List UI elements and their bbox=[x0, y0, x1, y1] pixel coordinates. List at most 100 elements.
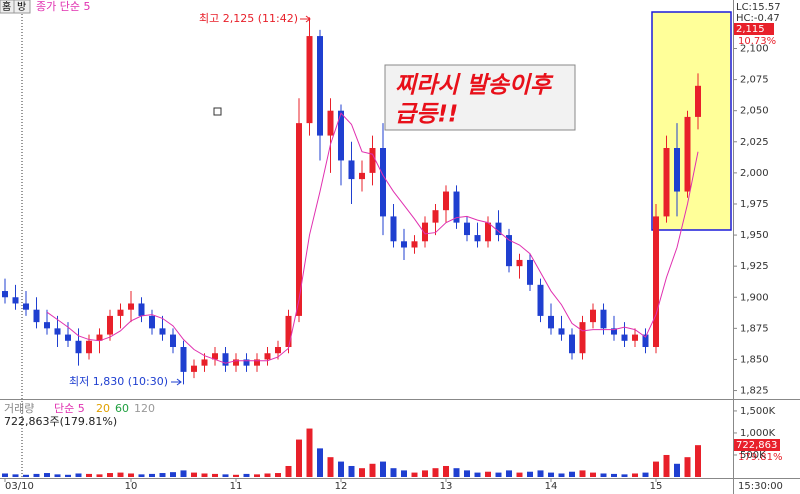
volume-bar bbox=[180, 470, 187, 477]
volume-bar bbox=[306, 428, 313, 477]
candle-body bbox=[495, 222, 502, 236]
volume-bar bbox=[464, 470, 470, 477]
candle-body bbox=[306, 36, 313, 124]
candle-body bbox=[558, 328, 565, 335]
volume-bar bbox=[569, 471, 575, 477]
x-tick-label: 13 bbox=[440, 481, 453, 492]
volume-bar bbox=[107, 473, 113, 477]
volume-bar bbox=[369, 463, 376, 477]
candle-body bbox=[243, 359, 250, 366]
arrow bbox=[171, 378, 182, 386]
volume-bar bbox=[600, 473, 607, 477]
callout-text: 급등!! bbox=[395, 102, 458, 128]
candle-body bbox=[75, 340, 82, 354]
volume-bar bbox=[695, 445, 701, 477]
volume-bar bbox=[44, 473, 50, 477]
volume-bar bbox=[54, 474, 61, 477]
y-tick-label: 1,925 bbox=[740, 261, 769, 272]
volume-bar bbox=[453, 468, 460, 477]
volume-bar bbox=[275, 473, 281, 477]
volume-bar bbox=[611, 473, 617, 477]
price-badge bbox=[734, 23, 774, 35]
candle-body bbox=[653, 216, 659, 348]
volume-bar bbox=[474, 472, 481, 477]
y-tick-label: 2,000 bbox=[740, 168, 769, 179]
change-label: 10.73% bbox=[738, 36, 776, 47]
candle-body bbox=[107, 315, 113, 335]
candle-body bbox=[54, 328, 61, 335]
volume-bar bbox=[548, 472, 554, 477]
candle-body bbox=[86, 340, 92, 354]
volume-bar bbox=[338, 461, 344, 477]
legend-entry: 60 bbox=[115, 402, 129, 415]
volume-bar bbox=[632, 473, 638, 477]
candle-body bbox=[380, 148, 386, 217]
tab-label[interactable]: 방 bbox=[17, 1, 26, 13]
candle-body bbox=[33, 309, 40, 323]
candle-body bbox=[128, 303, 134, 310]
volume-bar bbox=[243, 473, 250, 477]
candle-body bbox=[317, 36, 323, 136]
candle-body bbox=[642, 334, 649, 348]
volume-bar bbox=[201, 473, 208, 477]
candle-body bbox=[674, 148, 680, 192]
candle-body bbox=[611, 328, 617, 335]
y-tick-label: 2,075 bbox=[740, 75, 769, 86]
candle-body bbox=[516, 259, 523, 267]
candle-body bbox=[359, 172, 365, 180]
candle-body bbox=[159, 328, 166, 335]
candle-body bbox=[569, 334, 575, 354]
candle-body bbox=[548, 315, 554, 329]
volume-bar bbox=[23, 474, 29, 477]
candle-body bbox=[65, 334, 71, 341]
volume-bar bbox=[128, 473, 134, 477]
y-tick-label: 2,050 bbox=[740, 106, 769, 117]
volume-bar bbox=[443, 465, 449, 477]
volume-bar bbox=[359, 468, 365, 477]
candle-body bbox=[96, 334, 103, 341]
y-tick-label: 1,975 bbox=[740, 199, 769, 210]
volume-badge bbox=[734, 439, 780, 451]
volume-bar bbox=[401, 470, 407, 477]
volume-bar bbox=[653, 461, 659, 477]
tab-label[interactable]: 홈 bbox=[2, 0, 11, 13]
candle-body bbox=[2, 291, 8, 298]
candle-body bbox=[453, 191, 460, 223]
candle-body bbox=[212, 353, 218, 360]
volume-bar bbox=[506, 470, 512, 477]
volume-bar bbox=[684, 457, 691, 477]
callout-text: 찌라시 발송이후 bbox=[395, 73, 554, 99]
candle-body bbox=[149, 315, 155, 329]
candle-body bbox=[422, 222, 428, 242]
volume-bar bbox=[527, 471, 533, 477]
volume-bar bbox=[317, 448, 323, 477]
y-tick-label: 2,025 bbox=[740, 137, 769, 148]
volume-bar bbox=[537, 470, 544, 477]
candle-body bbox=[117, 309, 124, 316]
price-label: 2,115 bbox=[736, 24, 765, 35]
volume-bar bbox=[191, 472, 197, 477]
y-tick-label: 1,900 bbox=[740, 292, 769, 303]
candle-body bbox=[23, 303, 29, 310]
candle-body bbox=[432, 210, 439, 223]
volume-bar bbox=[642, 472, 649, 477]
candle-body bbox=[506, 235, 512, 267]
high-note: 최고 2,125 (11:42) bbox=[199, 12, 298, 25]
candle-body bbox=[411, 241, 418, 248]
y-tick-label: 1,850 bbox=[740, 354, 769, 365]
candle-body bbox=[527, 259, 533, 285]
candle-body bbox=[170, 334, 176, 348]
x-tick-label: 14 bbox=[545, 481, 558, 492]
candle-body bbox=[285, 315, 292, 348]
x-tick-label: 11 bbox=[230, 481, 243, 492]
candle-body bbox=[474, 235, 481, 242]
volume-bar bbox=[264, 473, 271, 477]
volume-bar bbox=[170, 472, 176, 477]
tab[interactable] bbox=[13, 0, 31, 14]
volume-bar bbox=[495, 472, 502, 477]
candle-body bbox=[12, 297, 19, 304]
volume-bar bbox=[138, 474, 145, 477]
volume-bar bbox=[296, 439, 302, 477]
legend-entry: 거래량 bbox=[4, 402, 34, 415]
